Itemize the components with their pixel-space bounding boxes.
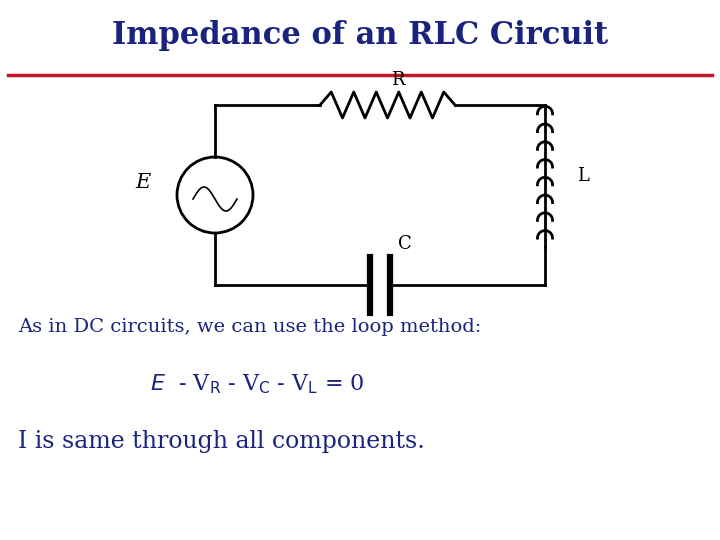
Text: $E$  - V$_\mathsf{R}$ - V$_\mathsf{C}$ - V$_\mathsf{L}$ = 0: $E$ - V$_\mathsf{R}$ - V$_\mathsf{C}$ - … <box>150 372 364 396</box>
Text: R: R <box>391 71 404 89</box>
Text: As in DC circuits, we can use the loop method:: As in DC circuits, we can use the loop m… <box>18 318 481 336</box>
Text: L: L <box>577 167 589 185</box>
Text: I is same through all components.: I is same through all components. <box>18 430 425 453</box>
Text: Impedance of an RLC Circuit: Impedance of an RLC Circuit <box>112 20 608 51</box>
Text: E: E <box>135 173 150 192</box>
Text: C: C <box>398 235 412 253</box>
